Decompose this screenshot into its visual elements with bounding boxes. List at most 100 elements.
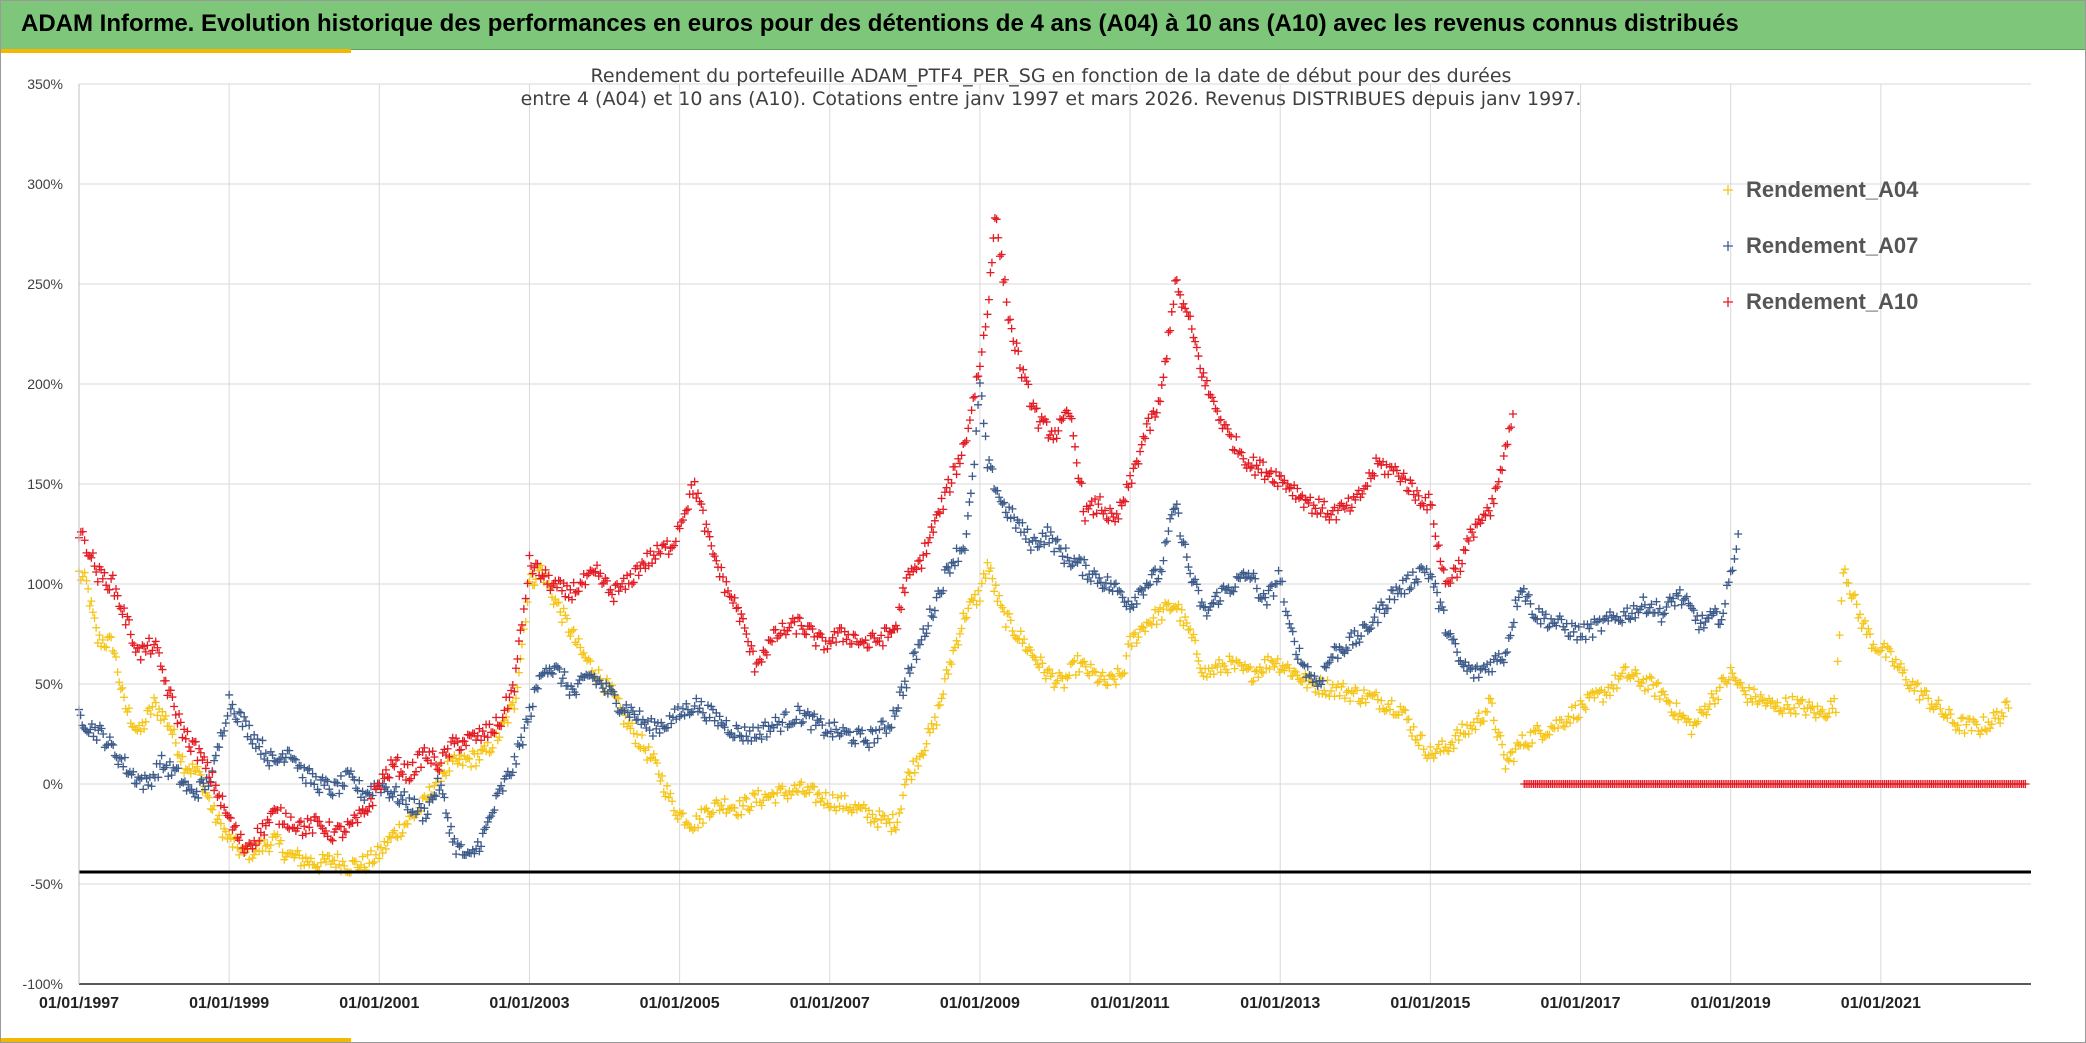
data-point (1358, 694, 1367, 703)
data-point (1712, 687, 1721, 696)
data-point (1191, 575, 1200, 584)
data-point (1015, 364, 1024, 373)
data-point (1259, 458, 1268, 467)
data-point (1494, 477, 1503, 486)
data-point (752, 733, 761, 742)
data-point (1810, 708, 1819, 717)
data-point (1619, 607, 1628, 616)
data-point (117, 754, 126, 763)
data-point (1396, 477, 1405, 486)
data-point (819, 801, 828, 810)
data-point (1003, 513, 1012, 522)
data-point (470, 849, 479, 858)
data-point (1647, 600, 1656, 609)
data-point (1382, 706, 1391, 715)
data-point (400, 820, 409, 829)
data-point (828, 633, 837, 642)
data-point (107, 574, 116, 583)
data-point (1244, 459, 1253, 468)
data-point (1775, 707, 1784, 716)
data-point (1264, 586, 1273, 595)
data-point (1438, 564, 1447, 573)
data-point (163, 691, 172, 700)
data-point (1106, 670, 1115, 679)
data-point (490, 729, 499, 738)
data-point (105, 632, 114, 641)
data-point (1342, 688, 1351, 697)
data-point (1557, 715, 1566, 724)
data-point (110, 649, 119, 658)
data-point (1506, 748, 1515, 757)
data-point (1272, 659, 1281, 668)
data-point (511, 694, 520, 703)
data-point (975, 378, 984, 387)
data-point (1139, 623, 1148, 632)
data-point (1246, 662, 1255, 671)
data-point (1134, 459, 1143, 468)
data-point (226, 704, 235, 713)
data-point (661, 542, 670, 551)
data-point (353, 818, 362, 827)
series-layer (75, 213, 2030, 877)
data-point (922, 549, 931, 558)
data-point (184, 780, 193, 789)
data-point (627, 703, 636, 712)
data-point (388, 792, 397, 801)
data-point (1211, 592, 1220, 601)
data-point (430, 791, 439, 800)
data-point (1484, 506, 1493, 515)
data-point (201, 764, 210, 773)
data-point (1896, 659, 1905, 668)
data-point (196, 748, 205, 757)
data-point (452, 850, 461, 859)
data-point (1132, 638, 1141, 647)
data-point (735, 796, 744, 805)
data-point (640, 718, 649, 727)
data-point (1808, 702, 1817, 711)
data-point (1339, 679, 1348, 688)
data-point (226, 834, 235, 843)
data-point (1652, 597, 1661, 606)
data-point (1780, 704, 1789, 713)
data-point (413, 807, 422, 816)
data-point (1235, 658, 1244, 667)
data-point (623, 571, 632, 580)
data-point (900, 588, 909, 597)
data-point (1325, 658, 1334, 667)
data-point (1694, 717, 1703, 726)
data-point (166, 726, 175, 735)
data-point (754, 723, 763, 732)
data-point (1102, 514, 1111, 523)
data-point (1283, 660, 1292, 669)
x-tick-label: 01/01/2013 (1240, 995, 1320, 1012)
data-point (1257, 594, 1266, 603)
data-point (1404, 715, 1413, 724)
data-point (1456, 656, 1465, 665)
data-point (100, 642, 109, 651)
data-point (815, 629, 824, 638)
data-point (610, 690, 619, 699)
y-tick-label: 150% (27, 476, 63, 492)
data-point (1035, 417, 1044, 426)
data-point (1943, 714, 1952, 723)
data-point (1068, 658, 1077, 667)
data-point (107, 739, 116, 748)
data-point (482, 823, 491, 832)
data-point (868, 810, 877, 819)
data-point (1278, 661, 1287, 670)
data-point (915, 556, 924, 565)
data-point (1844, 578, 1853, 587)
data-point (1327, 686, 1336, 695)
data-point (286, 849, 295, 858)
data-point (1773, 698, 1782, 707)
data-point (766, 636, 775, 645)
data-point (1398, 473, 1407, 482)
data-point (88, 608, 97, 617)
data-point (215, 743, 224, 752)
data-point (1221, 420, 1230, 429)
data-point (1632, 669, 1641, 678)
data-point (1688, 604, 1696, 613)
data-point (1554, 723, 1563, 732)
data-point (1118, 593, 1127, 602)
data-point (1616, 616, 1625, 625)
